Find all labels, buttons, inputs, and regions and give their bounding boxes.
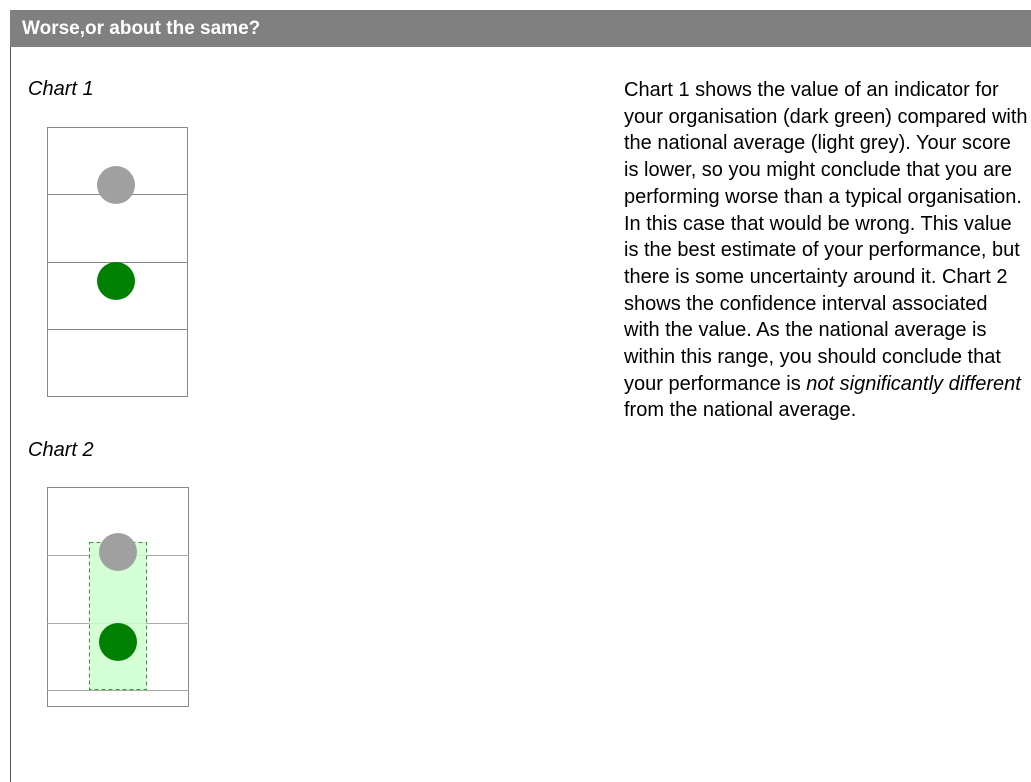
national-average-dot: [97, 166, 135, 204]
description-text: Chart 1 shows the value of an indicator …: [624, 79, 1028, 395]
chart-label: Chart 1: [28, 78, 94, 100]
illustrations: [47, 127, 189, 707]
chart-label: Chart 2: [28, 439, 94, 461]
panel-header: Worse,or about the same?: [10, 10, 1031, 47]
organisation-dot: [97, 262, 135, 300]
organisation-dot: [99, 623, 137, 661]
description-text: from the national average.: [624, 399, 857, 422]
description: Chart 1 shows the value of an indicator …: [624, 77, 1028, 424]
chart-1: [47, 127, 188, 397]
panel-frame: [10, 10, 1031, 782]
description-emphasis: not significantly different: [806, 372, 1021, 395]
national-average-dot: [99, 533, 137, 571]
chart-2: [47, 487, 189, 707]
